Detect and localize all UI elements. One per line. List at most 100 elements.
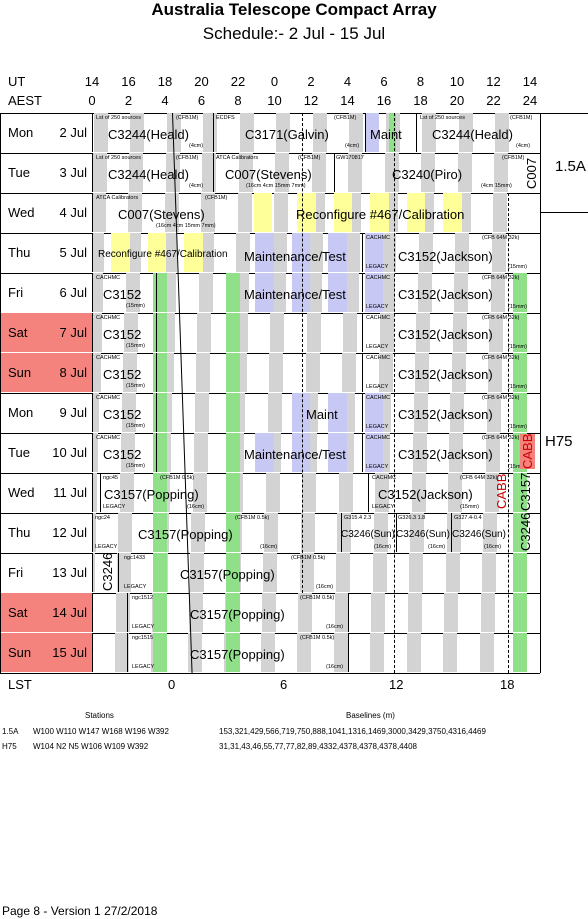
- day-name: Mon: [8, 405, 34, 420]
- sky-band: [201, 193, 215, 232]
- source-label: G315.4 2.3: [344, 515, 372, 521]
- day-name: Sat: [8, 325, 28, 340]
- baseline-list: 153,321,429,566,719,750,888,1041,1316,14…: [219, 727, 486, 736]
- project-label: CABB: [494, 473, 509, 509]
- green-band: [226, 433, 241, 472]
- sky-band: [265, 473, 280, 512]
- day-name: Thu: [8, 245, 31, 260]
- sky-band: [93, 473, 98, 512]
- project-label: Reconfigure #467/Calibration: [296, 207, 465, 222]
- band-label: (16cm): [316, 584, 334, 590]
- calibration-band: [333, 193, 353, 232]
- aest-tick: 16: [376, 93, 392, 108]
- calibration-band: [111, 233, 130, 272]
- project-label: C3157: [518, 472, 533, 511]
- day-cell: Wed 4 Jul: [0, 193, 93, 232]
- project-label: C3152(Jackson): [378, 487, 473, 502]
- band-label: (15mm): [508, 264, 527, 270]
- mode-label: (CFB 64M 32k): [482, 275, 520, 281]
- sky-band: [260, 633, 275, 672]
- green-band: [512, 633, 527, 672]
- maintenance-band: [364, 393, 384, 432]
- sky-band: [415, 353, 430, 392]
- day-cell: Tue 10 Jul: [0, 433, 93, 472]
- source-label: CACHMC: [96, 315, 121, 321]
- project-label: C007(Stevens): [225, 167, 312, 182]
- project-label: C3152(Jackson): [398, 447, 493, 462]
- schedule-row: Thu 12 Jul: [0, 513, 540, 554]
- sky-band: [269, 353, 284, 392]
- calibration-band: [184, 233, 203, 272]
- legacy-label: LEGACY: [366, 464, 389, 470]
- legacy-label: LEGACY: [124, 584, 147, 590]
- sky-band: [416, 313, 431, 352]
- block-divider: [362, 393, 363, 432]
- sky-band: [482, 553, 497, 592]
- source-label: ECDFS: [216, 115, 235, 121]
- aest-tick: 10: [267, 93, 282, 108]
- band-label: (16cm 4cm 15mm 7mm): [246, 183, 306, 189]
- source-label: Lst of 250 sources: [96, 155, 141, 161]
- block-divider: [362, 353, 363, 392]
- sky-band: [333, 633, 348, 672]
- day-name: Fri: [8, 565, 24, 580]
- day-date: 12 Jul: [52, 525, 87, 540]
- sky-band: [379, 313, 394, 352]
- mode-label: (CFB1M): [298, 155, 321, 161]
- sky-band: [93, 273, 104, 312]
- schedule-subtitle: Schedule:- 2 Jul - 15 Jul: [202, 24, 386, 43]
- project-label: C3152: [103, 367, 142, 382]
- sky-band: [381, 273, 396, 312]
- sky-band: [191, 513, 206, 552]
- sky-band: [372, 553, 387, 592]
- sky-band: [302, 473, 317, 512]
- project-label: C3152(Jackson): [398, 287, 493, 302]
- project-label: Reconfigure #467/Calibration: [98, 249, 228, 260]
- ut-tick: 18: [157, 74, 173, 89]
- day-date: 10 Jul: [52, 445, 87, 460]
- legacy-label: LEGACY: [132, 664, 155, 670]
- ut-tick: 14: [522, 74, 538, 89]
- station-config: 1.5A: [2, 727, 19, 736]
- sky-band: [197, 313, 212, 352]
- sky-band: [93, 193, 106, 232]
- block-divider: [341, 513, 342, 552]
- sky-band: [275, 153, 290, 192]
- source-label: Lst of 250 sources: [420, 115, 465, 121]
- day-name: Fri: [8, 285, 24, 300]
- day-cell: Thu 12 Jul: [0, 513, 93, 552]
- day-name: Thu: [8, 525, 31, 540]
- green-band: [226, 353, 241, 392]
- sky-band: [126, 233, 141, 272]
- ut-tick: 4: [343, 74, 352, 89]
- sky-band: [194, 393, 209, 432]
- project-label: C3157(Popping): [190, 647, 285, 662]
- source-label: Lst of 250 sources: [96, 115, 141, 121]
- lst-marker-line: [508, 193, 509, 673]
- legacy-label: LEGACY: [103, 504, 126, 510]
- sky-band: [261, 593, 276, 632]
- source-label: CACHMC: [96, 355, 121, 361]
- block-divider: [362, 433, 363, 472]
- source-label: ATCA Calibrators: [216, 155, 259, 161]
- mode-label: (CFB 64M 32k): [482, 315, 520, 321]
- time-cells: [93, 513, 540, 552]
- sky-band: [238, 153, 253, 192]
- day-name: Wed: [8, 485, 35, 500]
- sky-band: [452, 313, 467, 352]
- legacy-label: LEGACY: [95, 544, 118, 550]
- calibration-band: [297, 193, 316, 232]
- aest-tick: 20: [449, 93, 465, 108]
- sky-band: [198, 273, 213, 312]
- sky-band: [483, 513, 498, 552]
- green-band: [512, 313, 527, 352]
- calibration-band: [147, 233, 166, 272]
- aest-tick: 14: [340, 93, 355, 108]
- block-divider: [334, 153, 335, 192]
- legacy-label: LEGACY: [366, 344, 389, 350]
- calibration-band: [406, 193, 426, 232]
- sky-band: [444, 593, 459, 632]
- legacy-label: LEGACY: [366, 424, 389, 430]
- sky-band: [348, 153, 363, 192]
- sky-band: [349, 113, 364, 152]
